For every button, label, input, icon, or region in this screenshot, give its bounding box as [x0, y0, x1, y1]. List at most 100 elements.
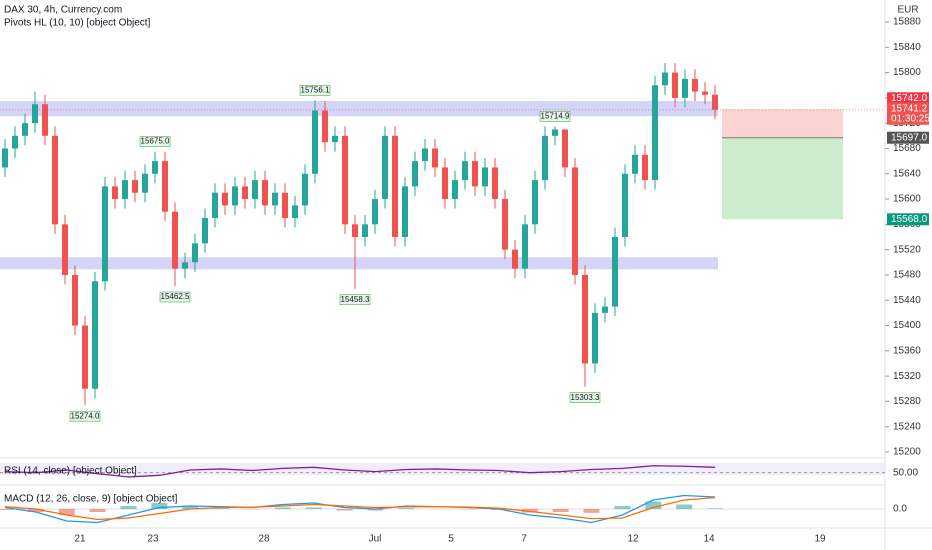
y-tick-label: 15640 [893, 168, 921, 179]
candle-body [482, 167, 488, 187]
candle-body [572, 167, 578, 275]
candle-body [132, 180, 138, 193]
candle-body [552, 129, 558, 136]
candle-body [92, 281, 98, 389]
candle-body [352, 224, 358, 237]
price-tag [887, 131, 929, 144]
candle-body [122, 180, 128, 200]
countdown: 01:30:25 [891, 113, 930, 124]
candle-body [682, 78, 688, 98]
candle-body [272, 192, 278, 206]
candle-body [542, 135, 548, 181]
candle-body [712, 94, 718, 110]
macd-hist [182, 506, 199, 509]
macd-hist [707, 508, 723, 509]
y-tick-label: 15600 [893, 194, 921, 205]
macd-hist [58, 509, 75, 515]
candle-body [222, 192, 228, 206]
price-label: 15697.0 [891, 132, 928, 143]
candle-body [392, 135, 398, 237]
pivot-label: 15756.1 [301, 85, 330, 94]
candle-body [662, 72, 668, 86]
y-tick-label: 15800 [893, 67, 921, 78]
x-tick-label: 23 [147, 534, 159, 545]
candle-body [212, 192, 218, 219]
y-tick-label: 15200 [893, 447, 921, 458]
candle-body [462, 161, 468, 181]
plot: 1588015840158001576015720156801564015600… [0, 17, 930, 545]
candle-body [522, 224, 528, 269]
y-tick-label: 15400 [893, 320, 921, 331]
macd-hist [367, 509, 384, 511]
candle-body [152, 161, 158, 174]
currency: EUR [897, 5, 918, 16]
macd-hist [614, 506, 631, 509]
price-label: 15568.0 [891, 214, 928, 225]
price-tag [887, 213, 929, 226]
rsi-line [4, 465, 716, 478]
pivot-label: 15675.0 [141, 137, 170, 146]
macd-line [4, 494, 716, 524]
pivot-label: 15303.3 [571, 393, 600, 402]
macd-hist [645, 501, 662, 509]
price-label: 15742.0 [891, 93, 928, 104]
macd-hist [552, 509, 569, 512]
pivot-box [339, 294, 371, 305]
candle-body [492, 167, 498, 200]
y-tick-label: 15320 [893, 371, 921, 382]
x-tick-label: 19 [814, 534, 826, 545]
x-tick-label: 21 [74, 534, 86, 545]
macd-hist [120, 506, 137, 509]
candle-body [672, 72, 678, 98]
macd-hist [274, 507, 291, 509]
candle-body [562, 129, 568, 168]
last-price: 15741.2 [891, 103, 928, 114]
x-tick-label: 28 [258, 534, 270, 545]
candle-body [242, 186, 248, 200]
rsi-axis-label: 50.00 [893, 467, 918, 478]
candle-body [592, 312, 598, 364]
y-tick-label: 15440 [893, 295, 921, 306]
y-tick-label: 15240 [893, 421, 921, 432]
macd-title: MACD (12, 26, close, 9) [object Object] [4, 494, 178, 505]
candle-body [22, 123, 28, 136]
candle-body [432, 148, 438, 168]
y-tick-label: 15840 [893, 42, 921, 53]
candle-body [502, 199, 508, 250]
candle-body [312, 110, 318, 174]
pivot-box [69, 410, 101, 422]
macd-hist [213, 508, 230, 509]
candle-body [452, 180, 458, 200]
candle-body [42, 104, 48, 136]
x-tick-label: 7 [521, 534, 527, 545]
candle-body [622, 173, 628, 237]
candle-body [512, 249, 518, 269]
candle-body [162, 161, 168, 212]
candle-body [702, 91, 708, 95]
candle-body [252, 180, 258, 200]
y-tick-label: 15520 [893, 244, 921, 255]
macd-line [4, 496, 716, 521]
candle-body [532, 180, 538, 225]
macd-hist [336, 509, 353, 511]
candle-body [472, 161, 478, 187]
macd-hist [583, 509, 600, 513]
macd-hist [676, 504, 693, 509]
candle-body [32, 104, 38, 124]
candle-body [692, 78, 698, 92]
pivot-label: 15462.5 [161, 292, 190, 301]
candle-body [322, 110, 328, 143]
pivot-label: 15714.9 [541, 112, 570, 121]
candle-body [412, 161, 418, 187]
candle-body [652, 85, 658, 181]
y-tick-label: 15880 [893, 17, 921, 28]
pivot-label: 15274.0 [71, 411, 100, 420]
macd-axis-label: 0.0 [893, 504, 907, 515]
indicator-title: Pivots HL (10, 10) [object Object] [4, 18, 151, 29]
price-tag [887, 92, 929, 105]
candle-body [82, 325, 88, 389]
candle-body [362, 224, 368, 237]
macd-hist [398, 508, 415, 509]
pivot-box [299, 85, 331, 96]
pivot-box [159, 291, 191, 303]
